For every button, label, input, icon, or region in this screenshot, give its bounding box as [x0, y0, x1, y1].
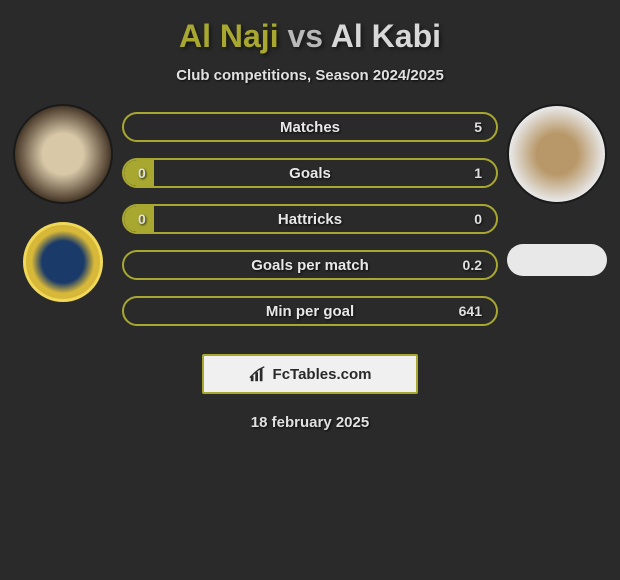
comparison-container: Al Naji vs Al Kabi Club competitions, Se… — [0, 0, 620, 441]
stat-right-value: 641 — [442, 303, 482, 319]
stat-right-value: 5 — [442, 119, 482, 135]
player2-avatar — [507, 104, 607, 204]
player1-avatar — [13, 104, 113, 204]
stat-bar-hattricks: 0 Hattricks 0 — [122, 204, 498, 234]
stat-bar-goals-per-match: Goals per match 0.2 — [122, 250, 498, 280]
stat-label: Matches — [280, 119, 340, 136]
main-layout: Matches 5 0 Goals 1 0 Hattricks 0 Goa — [0, 104, 620, 334]
stat-right-value: 1 — [442, 165, 482, 181]
player2-name: Al Kabi — [331, 18, 441, 54]
comparison-title: Al Naji vs Al Kabi — [0, 18, 620, 55]
player1-team-badge — [23, 222, 103, 302]
stat-right-value: 0.2 — [442, 257, 482, 273]
stat-label: Goals — [289, 165, 331, 182]
stat-bar-matches: Matches 5 — [122, 112, 498, 142]
stat-left-value: 0 — [138, 165, 178, 181]
stat-bar-min-per-goal: Min per goal 641 — [122, 296, 498, 326]
stat-label: Hattricks — [278, 211, 342, 228]
player1-column — [8, 104, 118, 302]
chart-icon — [249, 365, 267, 383]
footer-badge[interactable]: FcTables.com — [202, 354, 418, 394]
stat-left-value: 0 — [138, 211, 178, 227]
vs-text: vs — [287, 18, 323, 54]
player1-name: Al Naji — [179, 18, 279, 54]
stat-label: Goals per match — [251, 257, 369, 274]
stats-column: Matches 5 0 Goals 1 0 Hattricks 0 Goa — [118, 104, 502, 334]
player2-team-badge — [507, 244, 607, 276]
footer-brand-text: FcTables.com — [273, 366, 372, 383]
stat-bar-goals: 0 Goals 1 — [122, 158, 498, 188]
stat-right-value: 0 — [442, 211, 482, 227]
date-text: 18 february 2025 — [0, 414, 620, 431]
player2-column — [502, 104, 612, 276]
competition-subtitle: Club competitions, Season 2024/2025 — [0, 67, 620, 84]
stat-label: Min per goal — [266, 303, 354, 320]
